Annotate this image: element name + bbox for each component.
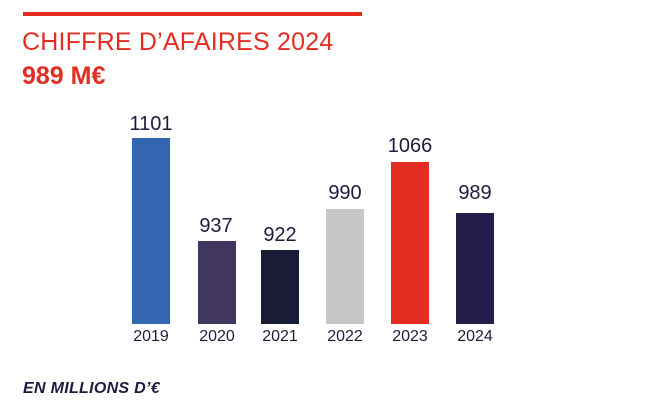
value-label-2023: 1066 <box>387 135 433 157</box>
bar-2020 <box>198 241 236 324</box>
category-label-2020: 2020 <box>199 328 235 345</box>
value-label-2020: 937 <box>199 215 233 237</box>
bar-2023 <box>391 162 429 324</box>
category-label-2022: 2022 <box>327 328 363 345</box>
bar-2021 <box>261 250 299 324</box>
category-label-2024: 2024 <box>457 328 493 345</box>
category-label-2023: 2023 <box>392 328 428 345</box>
value-label-2024: 989 <box>458 182 492 204</box>
category-label-2019: 2019 <box>133 328 169 345</box>
chart-title: CHIFFRE D’AFAIRES 2024 <box>22 28 334 56</box>
bar-2019 <box>132 138 170 324</box>
category-label-2021: 2021 <box>262 328 298 345</box>
chart-subtitle: 989 M€ <box>22 62 106 90</box>
header-rule <box>23 12 362 16</box>
value-label-2022: 990 <box>328 182 362 204</box>
unit-note: EN MILLIONS D’€ <box>23 380 160 397</box>
value-label-2021: 922 <box>263 224 297 246</box>
value-label-2019: 1101 <box>129 113 173 135</box>
bar-2022 <box>326 209 364 324</box>
bar-2024 <box>456 213 494 324</box>
